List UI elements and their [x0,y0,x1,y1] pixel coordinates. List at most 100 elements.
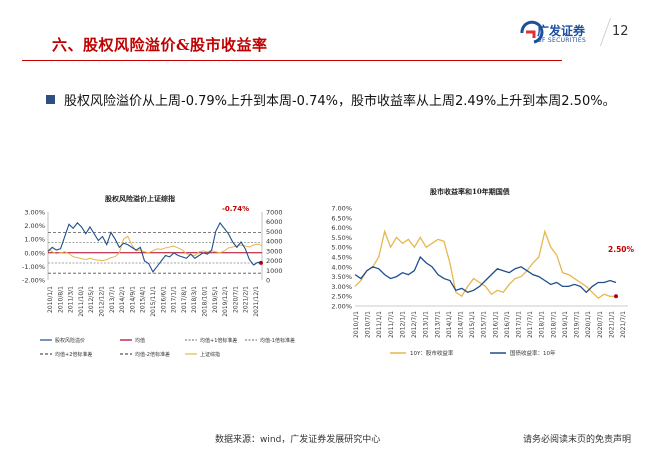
chart1-legend-label: 均值-2倍标准差 [135,351,170,358]
chart1-x-tick-label: 2014/9/1 [129,286,136,313]
chart2-x-tick-label: 2019/7/1 [574,311,581,338]
chart2-x-tick-label: 2018/1/1 [539,311,546,338]
chart1-right-tick-label: 0 [266,277,270,285]
chart1-left-tick-label: 0.00% [24,249,45,257]
stock-yield-chart: 7.00%6.50% 6.00% 5.50% 5.00% 4.50%4.00% 3.50%… [331,205,634,358]
chart2-x-tick-label: 2014/1/1 [446,311,453,338]
chart1-x-tick-label: 2019/5/1 [212,286,219,313]
chart2-legend-label: 国债收益率：10年 [510,349,556,357]
chart1-right-tick-label: 5000 [266,228,283,236]
chart2-title: 股市收益率和10年期国债 [430,187,510,196]
chart1-x-tick-label: 2012/12/1 [99,286,106,317]
data-source-note: 数据来源：wind，广发证券发展研究中心 [215,435,381,445]
chart2-x-tick-label: 2017/1/1 [516,311,523,338]
chart1-x-tick-label: 2021/2/1 [243,286,250,313]
chart1-right-tick-label: 6000 [266,218,283,226]
chart1-x-tick-label: 2010/8/1 [57,286,64,313]
chart1-right-tick-label: 1000 [266,267,283,275]
chart2-y-tick-label: 4.50% [331,254,352,262]
chart1-last-point [259,260,263,265]
chart1-left-tick-label: -1.00% [22,263,45,271]
chart1-left-tick-label: 2.00% [24,222,45,230]
chart2-x-tick-label: 2016/1/1 [492,311,499,338]
chart2-x-tick-label: 2013/7/1 [434,311,441,338]
chart1-right-tick-label: 2000 [266,257,283,265]
chart1-x-tick-label: 2020/7/1 [232,286,239,313]
chart2-x-tick-label: 2012/7/1 [411,311,418,338]
page-title: 六、股权风险溢价&股市收益率 [52,36,268,54]
chart2-x-tick-label: 2011/1/1 [376,311,383,338]
bullet-marker-icon [46,95,55,104]
chart1-legend-label: 均值+1倍标准差 [200,337,237,344]
chart1-right-tick-label: 4000 [266,238,283,246]
chart2-x-tick-label: 2015/1/1 [469,311,476,338]
chart2-y-tick-label: 3.50% [331,273,352,281]
chart2-y-tick-label: 4.00% [331,263,352,271]
chart2-x-tick-label: 2014/7/1 [457,311,464,338]
chart1-x-tick-label: 2013/7/1 [109,286,116,313]
chart1-x-tick-label: 2017/1/1 [171,286,178,313]
chart2-x-tick-label: 2021/1/1 [608,311,615,338]
gf-logo-icon [520,20,544,44]
slide-header: 六、股权风险溢价&股市收益率 广发证券 GF SECURITIES 12 [0,0,650,61]
chart2-y-tick-label: 5.50% [331,234,352,242]
chart2-x-tick-label: 2015/7/1 [481,311,488,338]
chart2-x-tick-label: 2020/1/1 [585,311,592,338]
chart1-left-tick-label: -2.00% [22,277,45,285]
chart1-index-line [47,235,263,262]
chart2-x-tick-label: 2016/7/1 [504,311,511,338]
summary-bullet: 股权风险溢价从上周-0.79%上升到本周-0.74%，股市收益率从上周2.49%… [64,94,616,109]
chart2-x-tick-label: 2017/7/1 [527,311,534,338]
chart1-x-tick-label: 2015/11/1 [150,286,157,317]
chart1-x-tick-label: 2014/2/1 [119,286,126,313]
page-number: 12 [612,24,629,39]
chart2-y-tick-label: 6.50% [331,214,352,222]
chart2-y-tick-label: 3.00% [331,283,352,291]
chart1-premium-line [47,221,263,273]
chart1-x-tick-label: 2017/8/1 [181,286,188,313]
chart1-x-tick-label: 2011/3/1 [68,286,75,313]
chart2-series-line [354,229,617,299]
chart2-x-tick-label: 2011/7/1 [388,311,395,338]
chart2-x-tick-label: 2013/1/1 [423,311,430,338]
chart2-x-tick-label: 2018/7/1 [550,311,557,338]
chart1-legend-label: 股权风险溢价 [55,337,85,344]
chart2-y-tick-label: 6.00% [331,224,352,232]
chart2-y-tick-label: 2.50% [331,293,352,301]
chart1-x-tick-label: 2016/6/1 [160,286,167,313]
chart2-y-tick-label: 7.00% [331,205,352,213]
logo-subtext: GF SECURITIES [537,37,587,44]
chart1-right-tick-label: 7000 [266,209,283,217]
chart1-x-tick-label: 2010/1/1 [47,286,54,313]
chart1-left-tick-label: 3.00% [24,209,45,217]
chart1-legend-label: 均值-1倍标准差 [260,337,295,344]
page-number-separator [599,18,612,46]
chart2-x-tick-label: 2010/7/1 [365,311,372,338]
chart1-legend-label: 上证综指 [200,351,220,358]
chart2-legend-label: 10Y：股市收益率 [410,349,454,357]
chart1-x-tick-label: 2021/12/1 [253,286,260,317]
chart2-series-line [354,255,617,294]
chart1-x-tick-label: 2018/10/1 [202,286,209,317]
title-divider [22,60,562,61]
logo-text: 广发证券 [537,24,586,38]
chart1-legend-label: 均值 [135,337,145,344]
chart1-title: 股权风险溢价上证综指 [105,194,175,203]
chart1-right-tick-label: 3000 [266,247,283,255]
chart2-x-tick-label: 2012/1/1 [399,311,406,338]
chart2-x-tick-label: 2020/7/1 [597,311,604,338]
disclaimer-note: 请务必阅读末页的免责声明 [523,435,632,445]
chart1-annotation: -0.74% [222,205,249,213]
chart2-x-tick-label: 2010/1/1 [353,311,360,338]
chart2-y-tick-label: 5.00% [331,244,352,252]
chart1-x-tick-label: 2018/3/1 [191,286,198,313]
equity-risk-premium-chart: 3.00% 2.00% 1.00% 0.00% -1.00% -2.00% 70006000… [22,205,295,358]
chart1-x-tick-label: 2011/10/1 [78,286,85,317]
chart2-x-tick-label: 2019/1/1 [562,311,569,338]
chart2-x-tick-label: 2021/7/1 [620,311,627,338]
chart1-legend-label: 均值+2倍标准差 [55,351,92,358]
chart1-left-tick-label: 1.00% [24,236,45,244]
chart2-last-point [614,294,618,299]
chart1-x-tick-label: 2012/5/1 [88,286,95,313]
chart2-y-tick-label: 2.00% [331,303,352,311]
